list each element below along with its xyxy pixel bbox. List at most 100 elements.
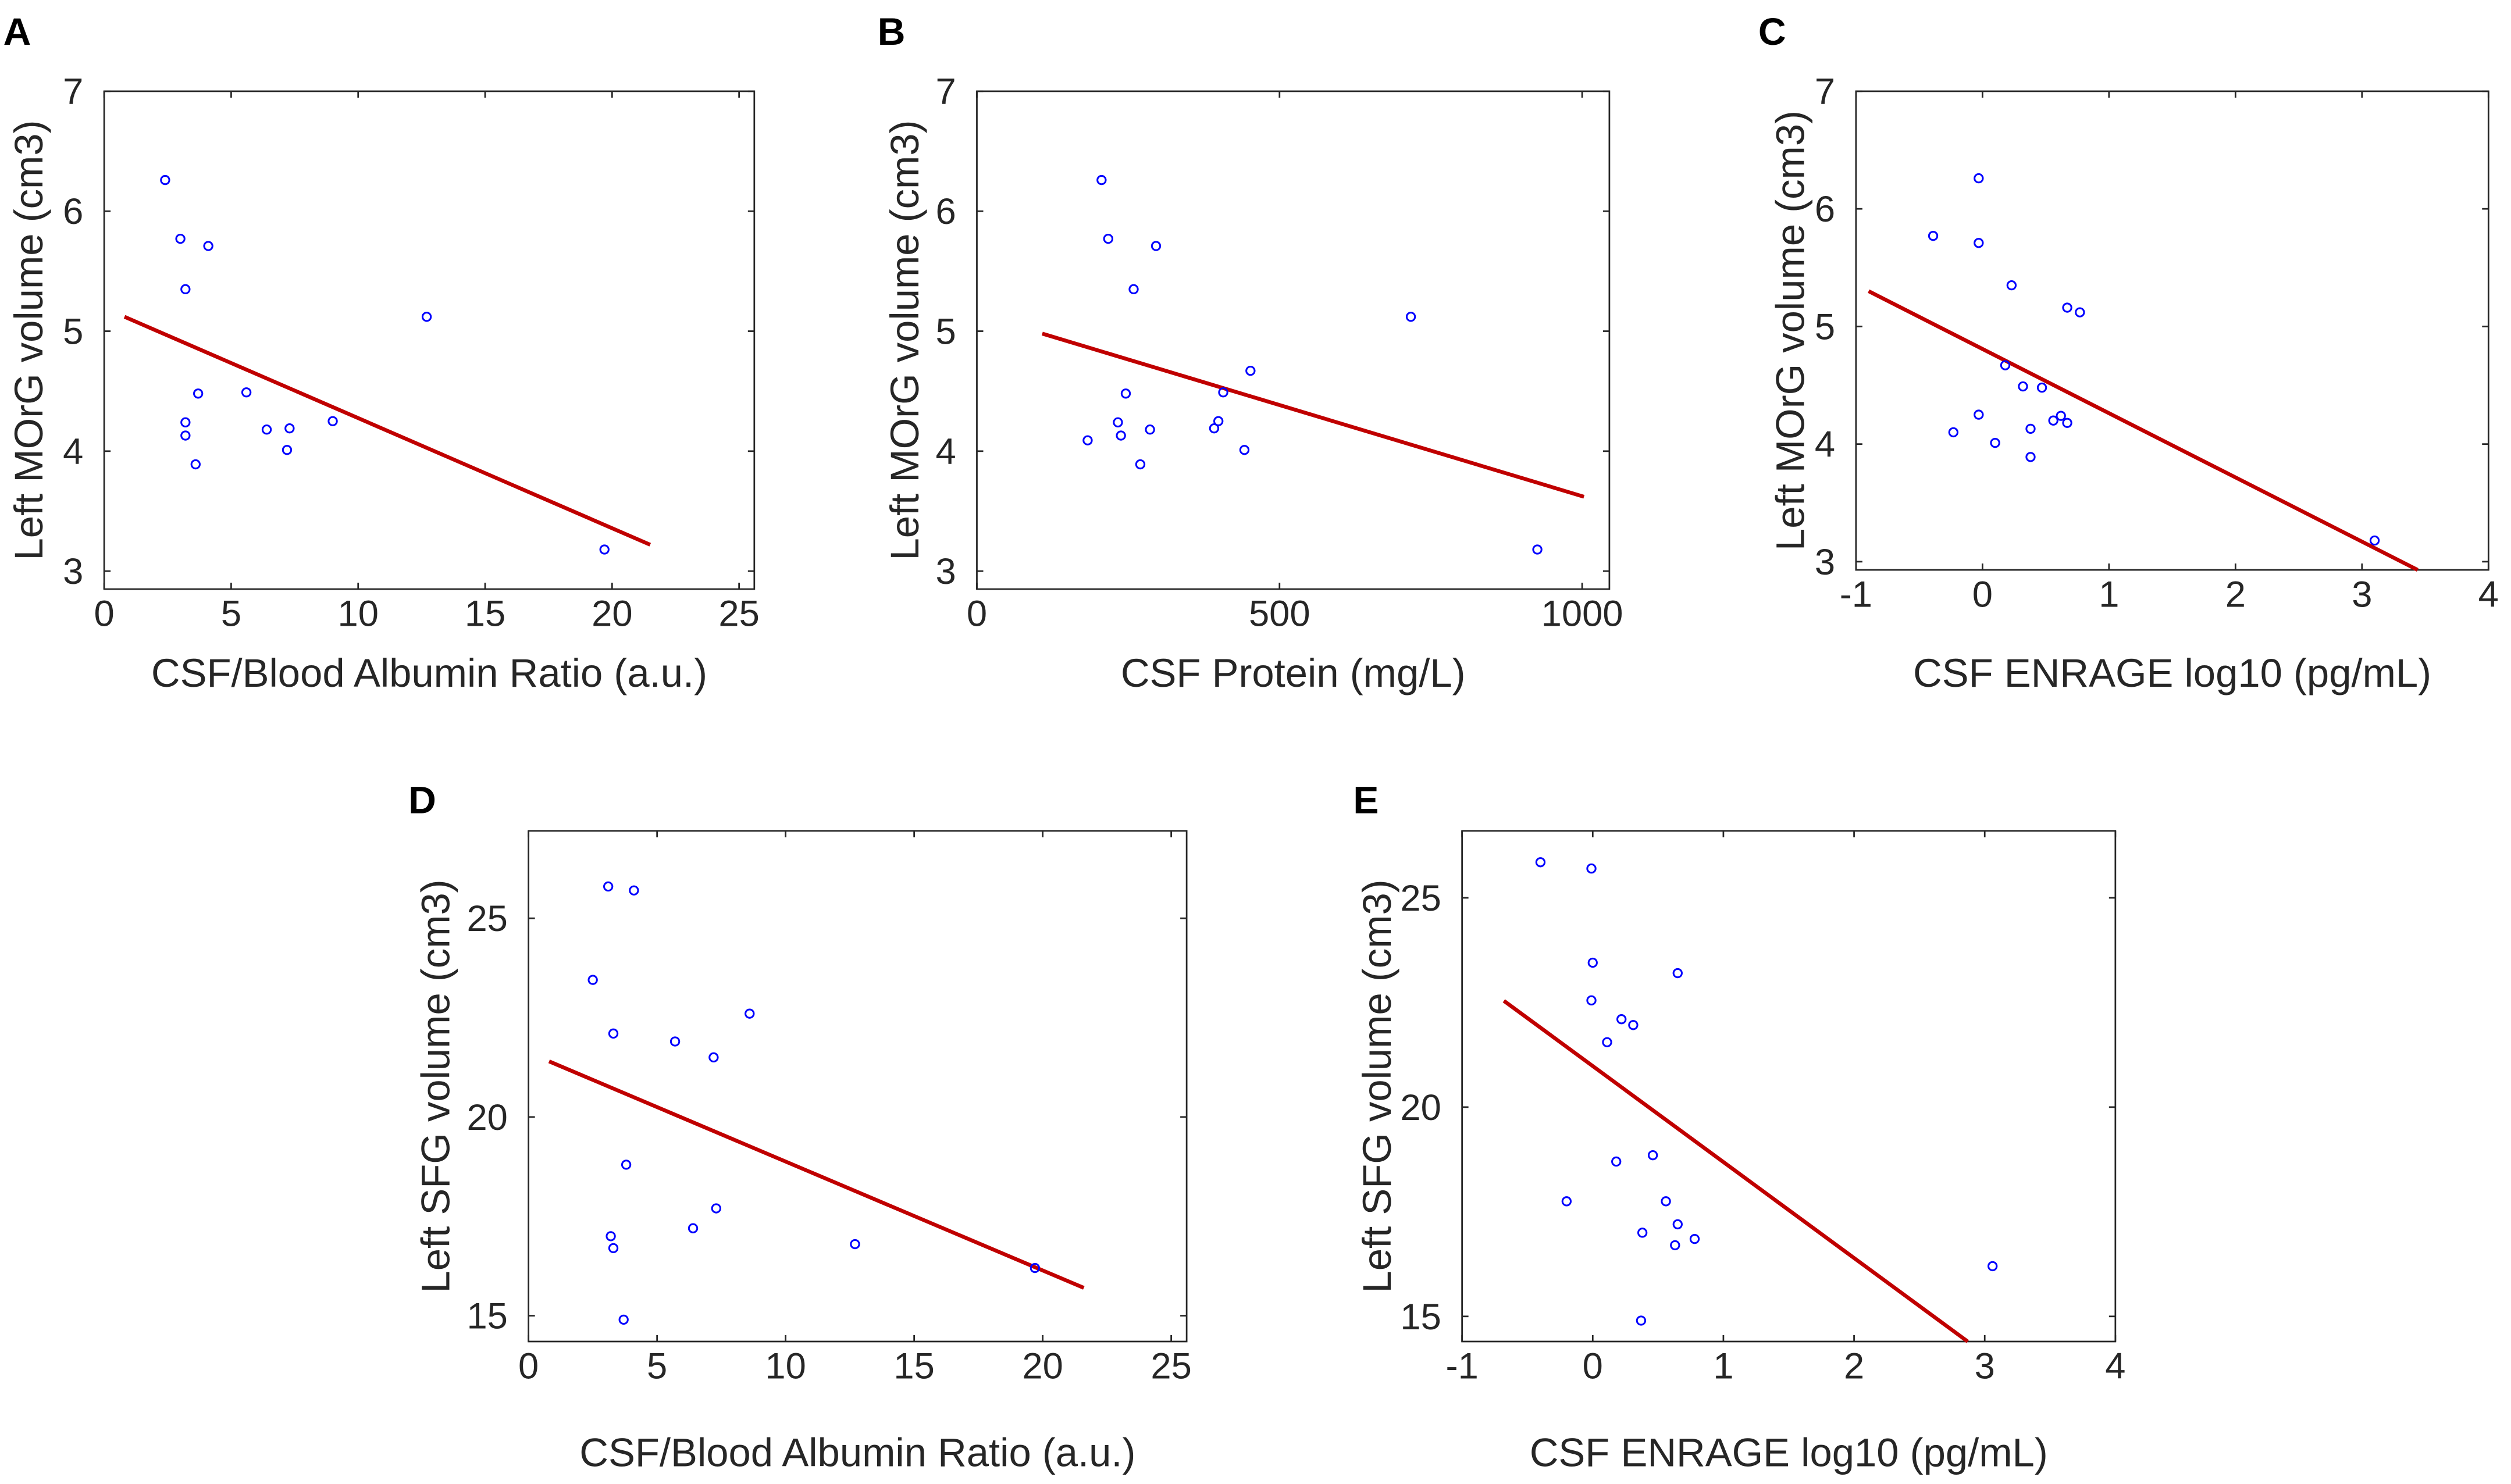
data-point <box>1628 1020 1639 1030</box>
data-point <box>711 1203 721 1214</box>
fit-line <box>548 1060 1085 1290</box>
data-point <box>2036 382 2047 393</box>
data-point <box>1151 241 1162 251</box>
data-point <box>708 1052 719 1063</box>
x-tick-label: 15 <box>893 1346 934 1386</box>
x-axis-label: CSF Protein (mg/L) <box>1121 651 1466 695</box>
data-point <box>2000 360 2011 370</box>
data-point <box>608 1028 619 1039</box>
y-tick-label: 4 <box>1815 424 1835 465</box>
axes-box <box>1855 90 2489 571</box>
data-point <box>2048 415 2058 426</box>
x-tick-label: 0 <box>1972 574 1993 615</box>
data-point <box>180 430 191 441</box>
data-point <box>2056 411 2066 421</box>
data-point <box>1988 1261 1998 1272</box>
data-point <box>606 1231 616 1242</box>
x-tick-label: 500 <box>1249 593 1310 634</box>
data-point <box>1103 234 1113 244</box>
y-axis-label: Left MOrG volume (cm3) <box>882 120 927 560</box>
data-point <box>1974 409 1984 420</box>
y-tick-label: 6 <box>63 191 83 232</box>
data-point <box>180 417 191 427</box>
y-tick-label: 5 <box>1815 306 1835 347</box>
data-point <box>1082 435 1093 445</box>
y-tick-label: 6 <box>935 191 956 232</box>
x-tick-label: 1 <box>1713 1346 1733 1386</box>
data-point <box>2018 381 2028 392</box>
panel-letter: E <box>1353 779 1379 822</box>
x-tick-label: 0 <box>94 593 115 634</box>
data-point <box>599 544 610 555</box>
fit-line <box>1502 999 1969 1343</box>
data-point <box>1116 430 1126 441</box>
data-point <box>1145 424 1155 435</box>
y-tick-label: 3 <box>1815 542 1835 583</box>
data-point <box>2369 535 2380 546</box>
x-tick-label: 0 <box>1583 1346 1603 1386</box>
x-tick-label: 20 <box>1022 1346 1063 1386</box>
data-point <box>1209 423 1220 434</box>
x-tick-label: -1 <box>1840 574 1872 615</box>
x-axis-label: CSF/Blood Albumin Ratio (a.u.) <box>579 1431 1135 1475</box>
x-tick-label: 0 <box>967 593 987 634</box>
data-point <box>1030 1262 1041 1273</box>
data-point <box>1239 445 1250 455</box>
panel-b: 0 500 1000 3 4 5 6 7 CSF Protein (mg/L) Left MOrG… <box>878 10 1623 695</box>
data-point <box>1218 387 1228 398</box>
fit-line <box>123 315 651 547</box>
data-point <box>1928 231 1939 241</box>
x-tick-label: 2 <box>1844 1346 1864 1386</box>
panel-letter: B <box>878 10 906 53</box>
x-tick-label: 15 <box>465 593 505 634</box>
data-point <box>1611 1156 1622 1167</box>
axes-box <box>1461 830 2117 1343</box>
y-tick-label: 4 <box>935 431 956 472</box>
y-tick-label: 3 <box>935 551 956 592</box>
data-point <box>587 975 598 985</box>
data-point <box>2006 280 2017 291</box>
data-point <box>261 424 272 435</box>
panel-c: -1 0 1 2 3 4 3 4 5 6 7 CSF ENRAGE log10 (pg/mL) Left… <box>1758 10 2499 695</box>
data-point <box>327 416 338 426</box>
data-point <box>1689 1233 1700 1244</box>
x-tick-label: 10 <box>765 1346 806 1386</box>
y-tick-label: 3 <box>63 551 83 592</box>
data-point <box>1616 1014 1627 1025</box>
data-point <box>1948 427 1958 438</box>
data-point <box>1096 174 1107 186</box>
x-tick-label: 25 <box>1151 1346 1191 1386</box>
data-point <box>1672 1219 1683 1230</box>
panel-letter: A <box>3 10 31 53</box>
x-tick-label: -1 <box>1445 1346 1478 1386</box>
axes-box <box>103 90 756 590</box>
data-point <box>2025 423 2036 434</box>
data-point <box>629 885 639 896</box>
data-point <box>1990 437 2000 448</box>
x-tick-label: 3 <box>2352 574 2372 615</box>
x-tick-label: 0 <box>518 1346 539 1386</box>
axes-box <box>976 90 1611 590</box>
y-axis-label: Left SFG volume (cm3) <box>413 879 458 1293</box>
data-point <box>2025 452 2036 462</box>
x-tick-label: 3 <box>1975 1346 1995 1386</box>
data-point <box>284 423 295 434</box>
y-tick-label: 6 <box>1815 189 1835 230</box>
data-point <box>282 445 293 455</box>
x-tick-label: 10 <box>338 593 379 634</box>
data-point <box>1661 1196 1671 1207</box>
y-tick-label: 4 <box>63 431 83 472</box>
data-point <box>421 312 432 322</box>
data-point <box>175 234 186 244</box>
data-point <box>1120 388 1131 399</box>
y-tick-label: 20 <box>466 1097 507 1138</box>
x-tick-label: 4 <box>2478 574 2499 615</box>
panel-letter: D <box>408 779 436 822</box>
data-point <box>1602 1037 1612 1047</box>
y-tick-label: 7 <box>935 72 956 112</box>
data-point <box>1587 957 1598 968</box>
x-axis-label: CSF/Blood Albumin Ratio (a.u.) <box>151 651 707 695</box>
data-point <box>241 387 252 398</box>
data-point <box>1135 459 1146 470</box>
